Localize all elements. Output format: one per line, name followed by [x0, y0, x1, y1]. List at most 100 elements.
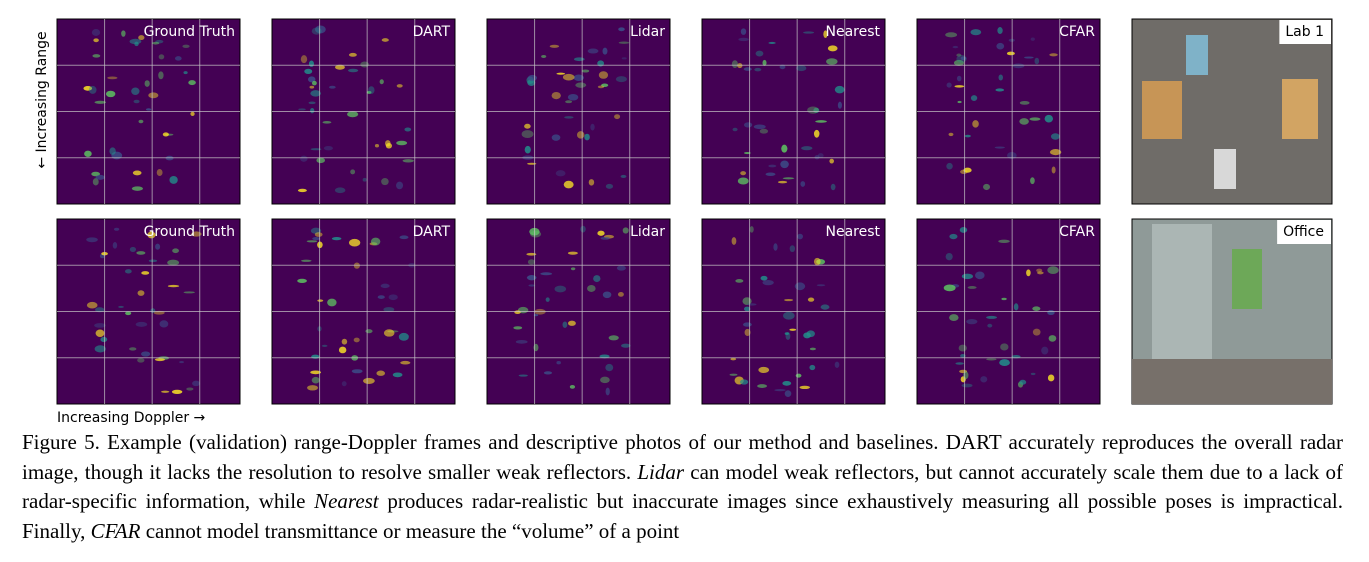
heatmap-blob: [774, 388, 786, 392]
heatmap-blob: [396, 140, 408, 146]
heatmap-blob: [576, 131, 585, 139]
heatmap-blob: [300, 155, 308, 162]
photo-cabinet: [1186, 35, 1208, 75]
panel-label: Nearest: [825, 24, 880, 40]
heatmap-blob: [300, 259, 312, 262]
heatmap-blob: [946, 162, 953, 170]
heatmap-blob: [524, 145, 531, 154]
heatmap-blob: [834, 85, 845, 94]
heatmap-blob: [954, 85, 965, 88]
caption-text: Figure 5. Example (validation) range-Dop…: [22, 430, 1343, 484]
heatmap-blob: [949, 314, 959, 321]
heatmap-blob: [1036, 271, 1044, 275]
heatmap-blob: [351, 369, 363, 374]
heatmap-blob: [813, 257, 821, 266]
heatmap-blob: [773, 243, 778, 251]
heatmap-blob: [527, 162, 537, 165]
heatmap-blob: [755, 50, 764, 57]
heatmap-blob: [365, 329, 373, 334]
caption: Figure 5. Example (validation) range-Dop…: [22, 428, 1343, 546]
heatmap-blob: [803, 332, 811, 339]
heatmap-blob: [597, 85, 605, 89]
heatmap-blob: [1019, 100, 1030, 105]
heatmap-blob: [555, 170, 566, 177]
heatmap-blob: [92, 54, 101, 58]
heatmap-blob: [980, 376, 988, 383]
heatmap-blob: [955, 362, 964, 365]
heatmap-blob: [392, 372, 403, 378]
heatmap-blob: [331, 237, 342, 241]
heatmap-blob: [961, 273, 974, 280]
heatmap-blob: [997, 27, 1003, 35]
heatmap-blob: [975, 271, 985, 280]
caption-text: produces radar-realistic but inaccurate …: [22, 489, 1343, 543]
caption-emphasis: Nearest: [314, 489, 379, 513]
heatmap-blob: [152, 41, 160, 45]
photo-box: [1282, 79, 1318, 139]
heatmap-blob: [575, 82, 587, 88]
heatmap-blob: [588, 179, 595, 186]
heatmap-blob: [121, 30, 126, 37]
heatmap-blob: [834, 361, 840, 368]
heatmap-blob: [780, 160, 789, 169]
heatmap-blob: [307, 385, 318, 391]
heatmap-blob: [360, 61, 369, 68]
heatmap-blob: [88, 85, 97, 94]
caption-emphasis: CFAR: [90, 518, 141, 543]
heatmap-blob: [753, 124, 766, 130]
heatmap-blob: [545, 297, 550, 302]
heatmap-blob: [781, 144, 788, 153]
heatmap-blob: [614, 114, 621, 120]
heatmap-blob: [1030, 177, 1035, 185]
heatmap-blob: [983, 183, 991, 191]
heatmap-blob: [1051, 166, 1056, 174]
caption-text: cannot model transmittance or measure th…: [140, 518, 680, 543]
heatmap-blob: [133, 99, 140, 104]
heatmap-blob: [570, 267, 576, 271]
heatmap-blob: [605, 363, 614, 372]
heatmap-blob: [956, 53, 962, 57]
heatmap-blob: [136, 251, 146, 255]
panel-label: Lidar: [630, 224, 665, 240]
heatmap-blob: [740, 28, 747, 35]
heatmap-blob: [310, 107, 315, 114]
heatmap-blob: [743, 306, 751, 312]
heatmap-blob: [1013, 303, 1019, 311]
heatmap-blob: [564, 116, 574, 119]
heatmap-blob: [1019, 379, 1027, 385]
heatmap-blob: [388, 294, 398, 301]
heatmap-blob: [602, 291, 612, 299]
heatmap-blob: [383, 329, 395, 337]
heatmap-blob: [398, 332, 409, 341]
heatmap-blob: [996, 42, 1005, 50]
heatmap-blob: [759, 128, 769, 134]
heatmap-blob: [159, 320, 169, 328]
heatmap-blob: [556, 72, 566, 75]
heatmap-blob: [565, 100, 573, 104]
figure: ← Increasing Range Increasing Doppler → …: [34, 18, 1333, 425]
heatmap-blob: [383, 307, 395, 312]
heatmap-blob: [757, 384, 768, 388]
heatmap-blob: [827, 45, 838, 52]
heatmap-blob: [316, 157, 325, 164]
photo-plant: [1232, 249, 1262, 309]
heatmap-blob: [514, 310, 521, 315]
heatmap-blob: [147, 231, 156, 239]
heatmap-blob: [730, 357, 737, 361]
heatmap-blob: [129, 38, 142, 45]
heatmap-blob: [743, 151, 751, 155]
heatmap-blob: [311, 80, 317, 86]
heatmap-blob: [1047, 374, 1055, 382]
heatmap-blob: [129, 347, 137, 351]
heatmap-blob: [593, 275, 601, 283]
panel-label: Lidar: [630, 24, 665, 40]
heatmap-blob: [400, 360, 411, 365]
heatmap-blob: [526, 252, 537, 256]
x-axis-label: Increasing Doppler →: [57, 410, 206, 425]
heatmap-blob: [322, 120, 332, 124]
heatmap-blob: [404, 127, 412, 132]
heatmap-blob: [298, 108, 306, 111]
heatmap-blob: [608, 335, 619, 341]
heatmap-blob: [567, 251, 578, 255]
heatmap-blob: [813, 129, 820, 138]
